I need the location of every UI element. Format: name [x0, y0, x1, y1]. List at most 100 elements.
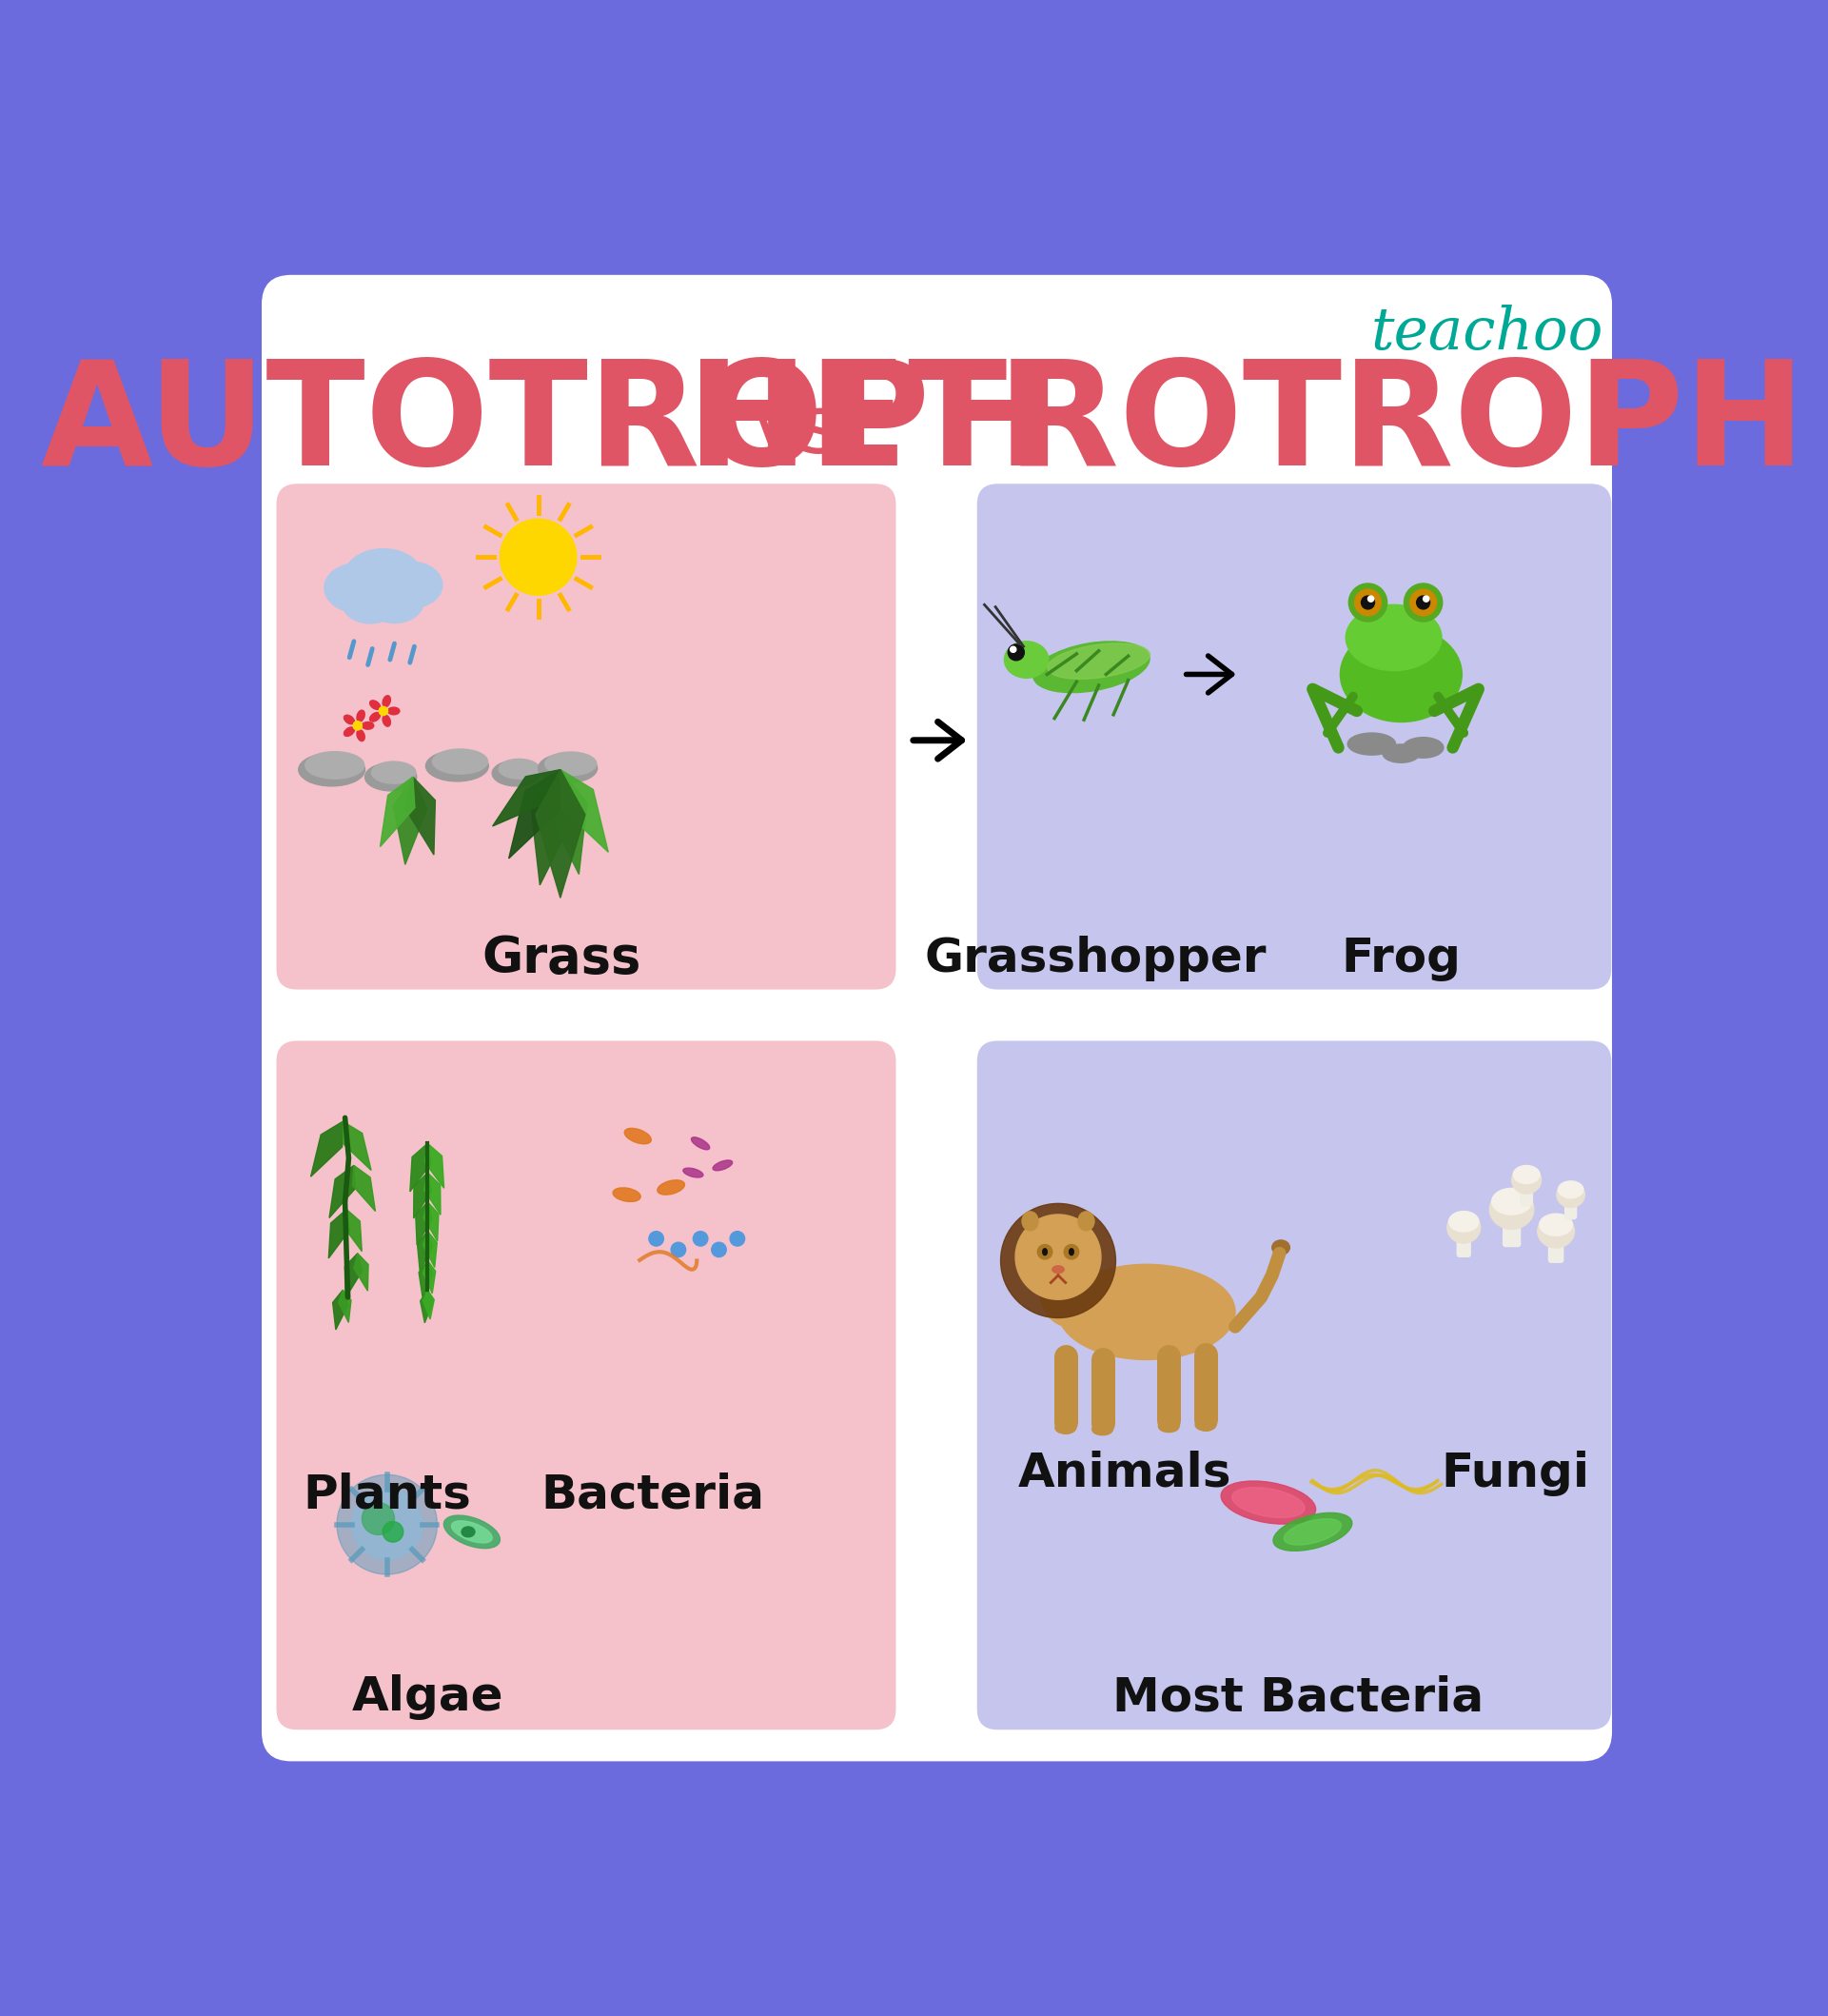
FancyBboxPatch shape [1565, 1193, 1578, 1220]
Circle shape [1362, 597, 1375, 609]
Ellipse shape [1091, 1423, 1113, 1435]
FancyBboxPatch shape [976, 484, 1610, 990]
Text: vs: vs [751, 393, 841, 470]
Ellipse shape [461, 1526, 475, 1536]
Ellipse shape [1053, 1266, 1064, 1274]
Ellipse shape [366, 762, 417, 790]
Circle shape [693, 1232, 707, 1246]
Ellipse shape [545, 752, 596, 776]
Ellipse shape [452, 1520, 492, 1542]
Ellipse shape [298, 754, 366, 786]
Polygon shape [311, 1121, 344, 1177]
Text: Fungi: Fungi [1440, 1450, 1590, 1496]
FancyBboxPatch shape [1519, 1179, 1534, 1206]
Ellipse shape [356, 710, 366, 722]
Ellipse shape [1272, 1512, 1353, 1550]
Polygon shape [530, 770, 576, 885]
Text: HETROTROPH: HETROTROPH [687, 355, 1806, 496]
Text: Grasshopper: Grasshopper [923, 935, 1267, 982]
Circle shape [499, 518, 576, 595]
Ellipse shape [1492, 1187, 1532, 1216]
Ellipse shape [344, 728, 355, 736]
Polygon shape [413, 1173, 431, 1218]
Ellipse shape [1340, 627, 1462, 722]
Ellipse shape [1272, 1240, 1291, 1254]
Ellipse shape [1232, 1488, 1305, 1518]
Polygon shape [355, 1254, 369, 1290]
Text: Grass: Grass [483, 933, 642, 984]
FancyBboxPatch shape [1457, 1226, 1472, 1258]
Ellipse shape [1448, 1212, 1481, 1244]
Ellipse shape [1557, 1181, 1583, 1198]
Ellipse shape [492, 760, 539, 786]
Circle shape [1424, 597, 1429, 603]
Ellipse shape [433, 750, 488, 774]
Circle shape [382, 1522, 404, 1542]
Ellipse shape [1079, 1212, 1095, 1230]
Polygon shape [329, 1165, 355, 1218]
Ellipse shape [713, 1161, 733, 1171]
Circle shape [1409, 589, 1437, 615]
Circle shape [649, 1232, 664, 1246]
Circle shape [1355, 589, 1382, 615]
Polygon shape [409, 1143, 431, 1191]
Polygon shape [424, 1202, 439, 1242]
Polygon shape [561, 770, 609, 853]
Ellipse shape [684, 1167, 704, 1177]
Ellipse shape [382, 696, 391, 708]
Ellipse shape [1004, 641, 1049, 677]
Ellipse shape [362, 722, 373, 730]
Circle shape [711, 1242, 726, 1258]
Ellipse shape [1040, 1254, 1099, 1327]
Ellipse shape [366, 579, 424, 623]
FancyBboxPatch shape [276, 484, 896, 990]
Polygon shape [422, 1260, 435, 1294]
Polygon shape [345, 1254, 362, 1298]
Ellipse shape [1047, 643, 1150, 679]
Text: Most Bacteria: Most Bacteria [1111, 1675, 1484, 1720]
Ellipse shape [1042, 1248, 1047, 1256]
Circle shape [1417, 597, 1429, 609]
Polygon shape [380, 776, 415, 847]
Polygon shape [393, 776, 428, 865]
Circle shape [362, 1502, 395, 1534]
Polygon shape [344, 1210, 362, 1252]
Text: teachoo: teachoo [1371, 304, 1603, 361]
Circle shape [1349, 583, 1387, 621]
Text: Bacteria: Bacteria [541, 1472, 764, 1518]
Ellipse shape [444, 1516, 501, 1548]
Ellipse shape [344, 716, 355, 724]
Polygon shape [333, 1290, 347, 1331]
Ellipse shape [658, 1179, 686, 1195]
Text: Frog: Frog [1342, 935, 1461, 982]
Polygon shape [419, 1260, 433, 1296]
Ellipse shape [1221, 1482, 1316, 1524]
Text: Algae: Algae [351, 1675, 503, 1720]
Polygon shape [424, 1173, 441, 1216]
Polygon shape [547, 770, 587, 875]
Circle shape [1015, 1214, 1100, 1300]
Ellipse shape [1055, 1421, 1077, 1433]
Ellipse shape [1196, 1419, 1216, 1431]
Circle shape [729, 1232, 744, 1246]
Circle shape [1404, 583, 1442, 621]
Polygon shape [424, 1143, 444, 1187]
Polygon shape [417, 1232, 433, 1270]
Polygon shape [415, 1202, 431, 1244]
Ellipse shape [369, 700, 380, 710]
Polygon shape [353, 1165, 375, 1212]
Polygon shape [492, 770, 561, 827]
Ellipse shape [426, 750, 488, 782]
Ellipse shape [1033, 641, 1150, 694]
Circle shape [1038, 1244, 1053, 1260]
Ellipse shape [388, 708, 400, 714]
Ellipse shape [1159, 1421, 1179, 1431]
Circle shape [1011, 647, 1016, 653]
Circle shape [1007, 645, 1024, 661]
FancyBboxPatch shape [261, 274, 1612, 1762]
Ellipse shape [1058, 1264, 1236, 1359]
Ellipse shape [1557, 1181, 1585, 1208]
Circle shape [351, 1490, 422, 1560]
Polygon shape [344, 1121, 371, 1171]
Ellipse shape [1539, 1214, 1572, 1236]
